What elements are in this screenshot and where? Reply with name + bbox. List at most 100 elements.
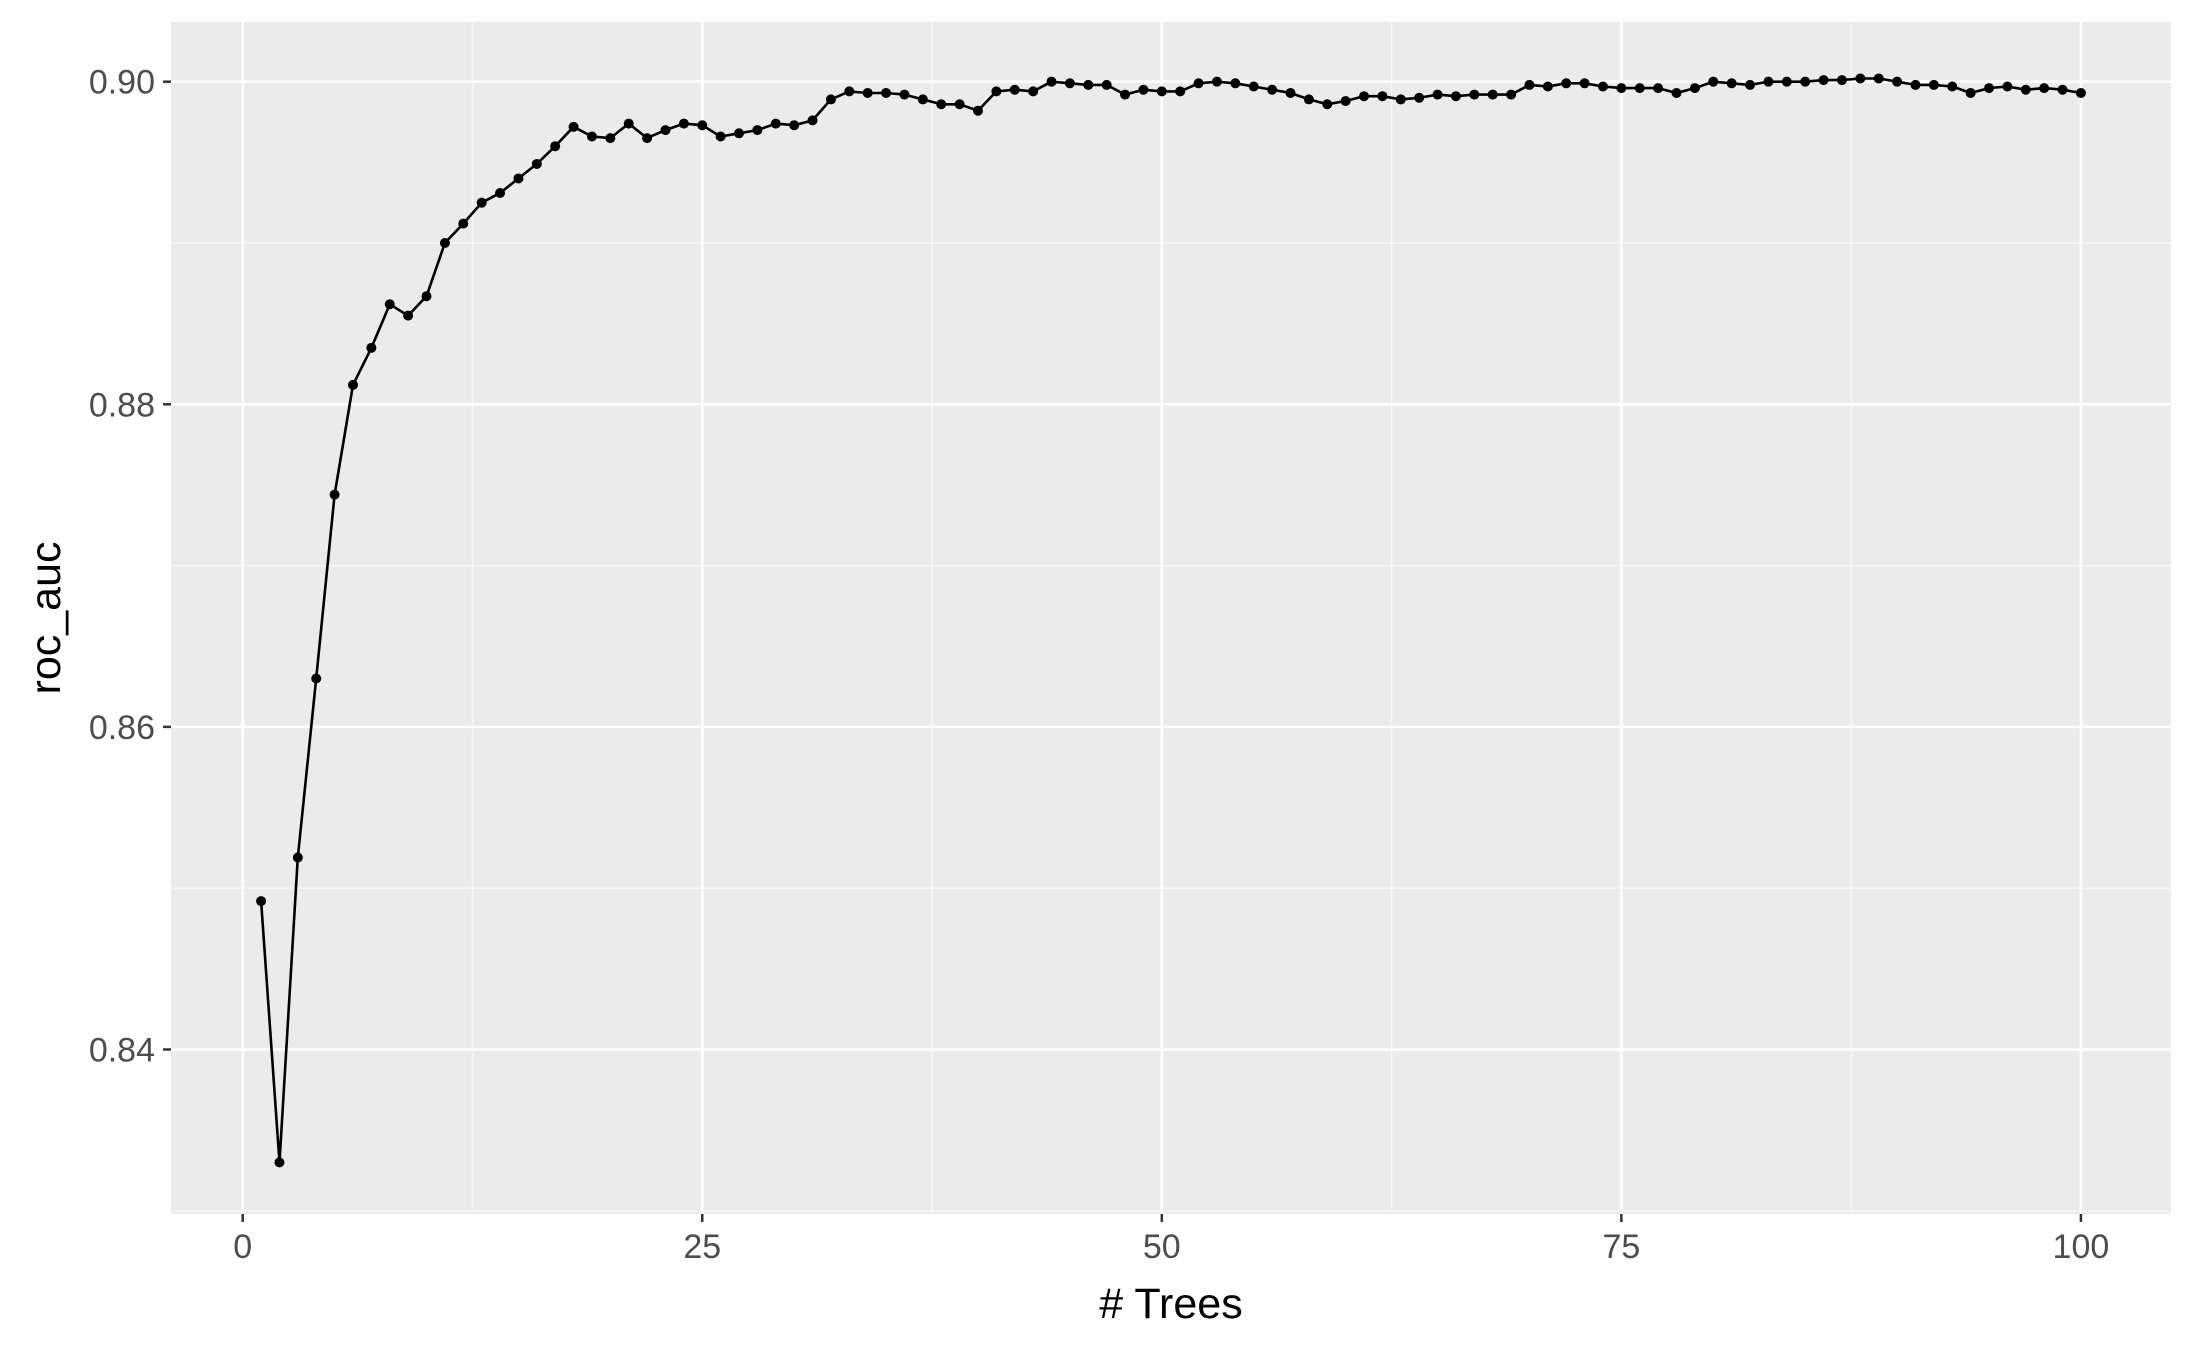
data-point (476, 197, 487, 208)
data-point (292, 852, 303, 863)
data-point (715, 131, 726, 142)
data-point (2057, 84, 2068, 95)
data-point (2020, 84, 2031, 95)
data-point (1818, 75, 1829, 86)
data-point (1726, 78, 1737, 89)
data-point (623, 118, 634, 129)
x-tick-label: 100 (2053, 1228, 2110, 1266)
data-point (439, 237, 450, 248)
data-point (972, 105, 983, 116)
data-point (1064, 78, 1075, 89)
data-point (256, 896, 267, 907)
series-line-group (259, 77, 2082, 1164)
data-point (421, 291, 432, 302)
data-point (917, 94, 928, 105)
data-point (1836, 75, 1847, 86)
y-tick-label: 0.88 (89, 386, 155, 424)
data-point (1303, 94, 1314, 105)
data-point (1377, 91, 1388, 102)
data-point (1322, 99, 1333, 110)
data-point (1009, 84, 1020, 95)
y-axis: 0.84 0.86 0.88 0.90 (89, 64, 171, 1069)
data-point (936, 99, 947, 110)
data-point (1175, 86, 1186, 97)
data-point (1800, 76, 1811, 87)
data-point (1928, 79, 1939, 90)
data-point (1487, 89, 1498, 100)
x-tick-label: 25 (683, 1228, 721, 1266)
data-point (807, 115, 818, 126)
minor-gridlines (171, 22, 2171, 1214)
data-point (752, 125, 763, 136)
series-line (259, 77, 2082, 1164)
data-point (568, 121, 579, 132)
data-point (1506, 89, 1517, 100)
data-point (825, 94, 836, 105)
data-point (1634, 83, 1645, 94)
data-point (1708, 76, 1719, 87)
data-point (1193, 78, 1204, 89)
y-axis-title: roc_auc (22, 542, 70, 695)
data-point (1046, 76, 1057, 87)
data-point (1340, 96, 1351, 107)
data-point (642, 133, 653, 144)
data-point (1120, 89, 1131, 100)
data-point (862, 87, 873, 98)
data-point (1855, 73, 1866, 84)
series-points (256, 73, 2086, 1168)
data-point (1101, 79, 1112, 90)
data-point (2075, 87, 2086, 98)
data-point (1745, 79, 1756, 90)
data-point (2002, 81, 2013, 92)
y-tick-label: 0.90 (89, 64, 155, 102)
data-point (1469, 89, 1480, 100)
data-point (1524, 79, 1535, 90)
data-point (697, 120, 708, 131)
data-point (1028, 86, 1039, 97)
data-point (1450, 91, 1461, 102)
data-point (1414, 92, 1425, 103)
data-point (899, 89, 910, 100)
y-tick-label: 0.84 (89, 1031, 155, 1069)
data-point (1671, 87, 1682, 98)
data-point (1689, 83, 1700, 94)
data-point (384, 299, 395, 310)
x-tick-label: 0 (233, 1228, 252, 1266)
data-point (586, 131, 597, 142)
data-point (458, 218, 469, 229)
data-point (1781, 76, 1792, 87)
data-point (403, 310, 414, 321)
data-point (770, 118, 781, 129)
data-point (789, 120, 800, 131)
data-point (1892, 76, 1903, 87)
data-point (1910, 79, 1921, 90)
data-point (1873, 73, 1884, 84)
data-point (495, 187, 506, 198)
data-point (1432, 89, 1443, 100)
data-point (954, 99, 965, 110)
data-point (1083, 79, 1094, 90)
data-point (550, 141, 561, 152)
data-point (347, 379, 358, 390)
data-point (311, 673, 322, 684)
data-point (1248, 81, 1259, 92)
x-tick-label: 75 (1602, 1228, 1640, 1266)
data-point (1395, 94, 1406, 105)
x-axis: 0 25 50 75 100 (233, 1214, 2109, 1266)
data-point (678, 118, 689, 129)
data-point (1561, 78, 1572, 89)
data-point (1542, 81, 1553, 92)
data-point (366, 342, 377, 353)
data-point (513, 173, 524, 184)
data-point (1763, 76, 1774, 87)
data-point (1653, 83, 1664, 94)
data-point (991, 86, 1002, 97)
data-point (1211, 76, 1222, 87)
data-point (329, 489, 340, 500)
data-point (1359, 91, 1370, 102)
major-gridlines (171, 22, 2171, 1214)
data-point (1579, 78, 1590, 89)
data-point (1616, 83, 1627, 94)
